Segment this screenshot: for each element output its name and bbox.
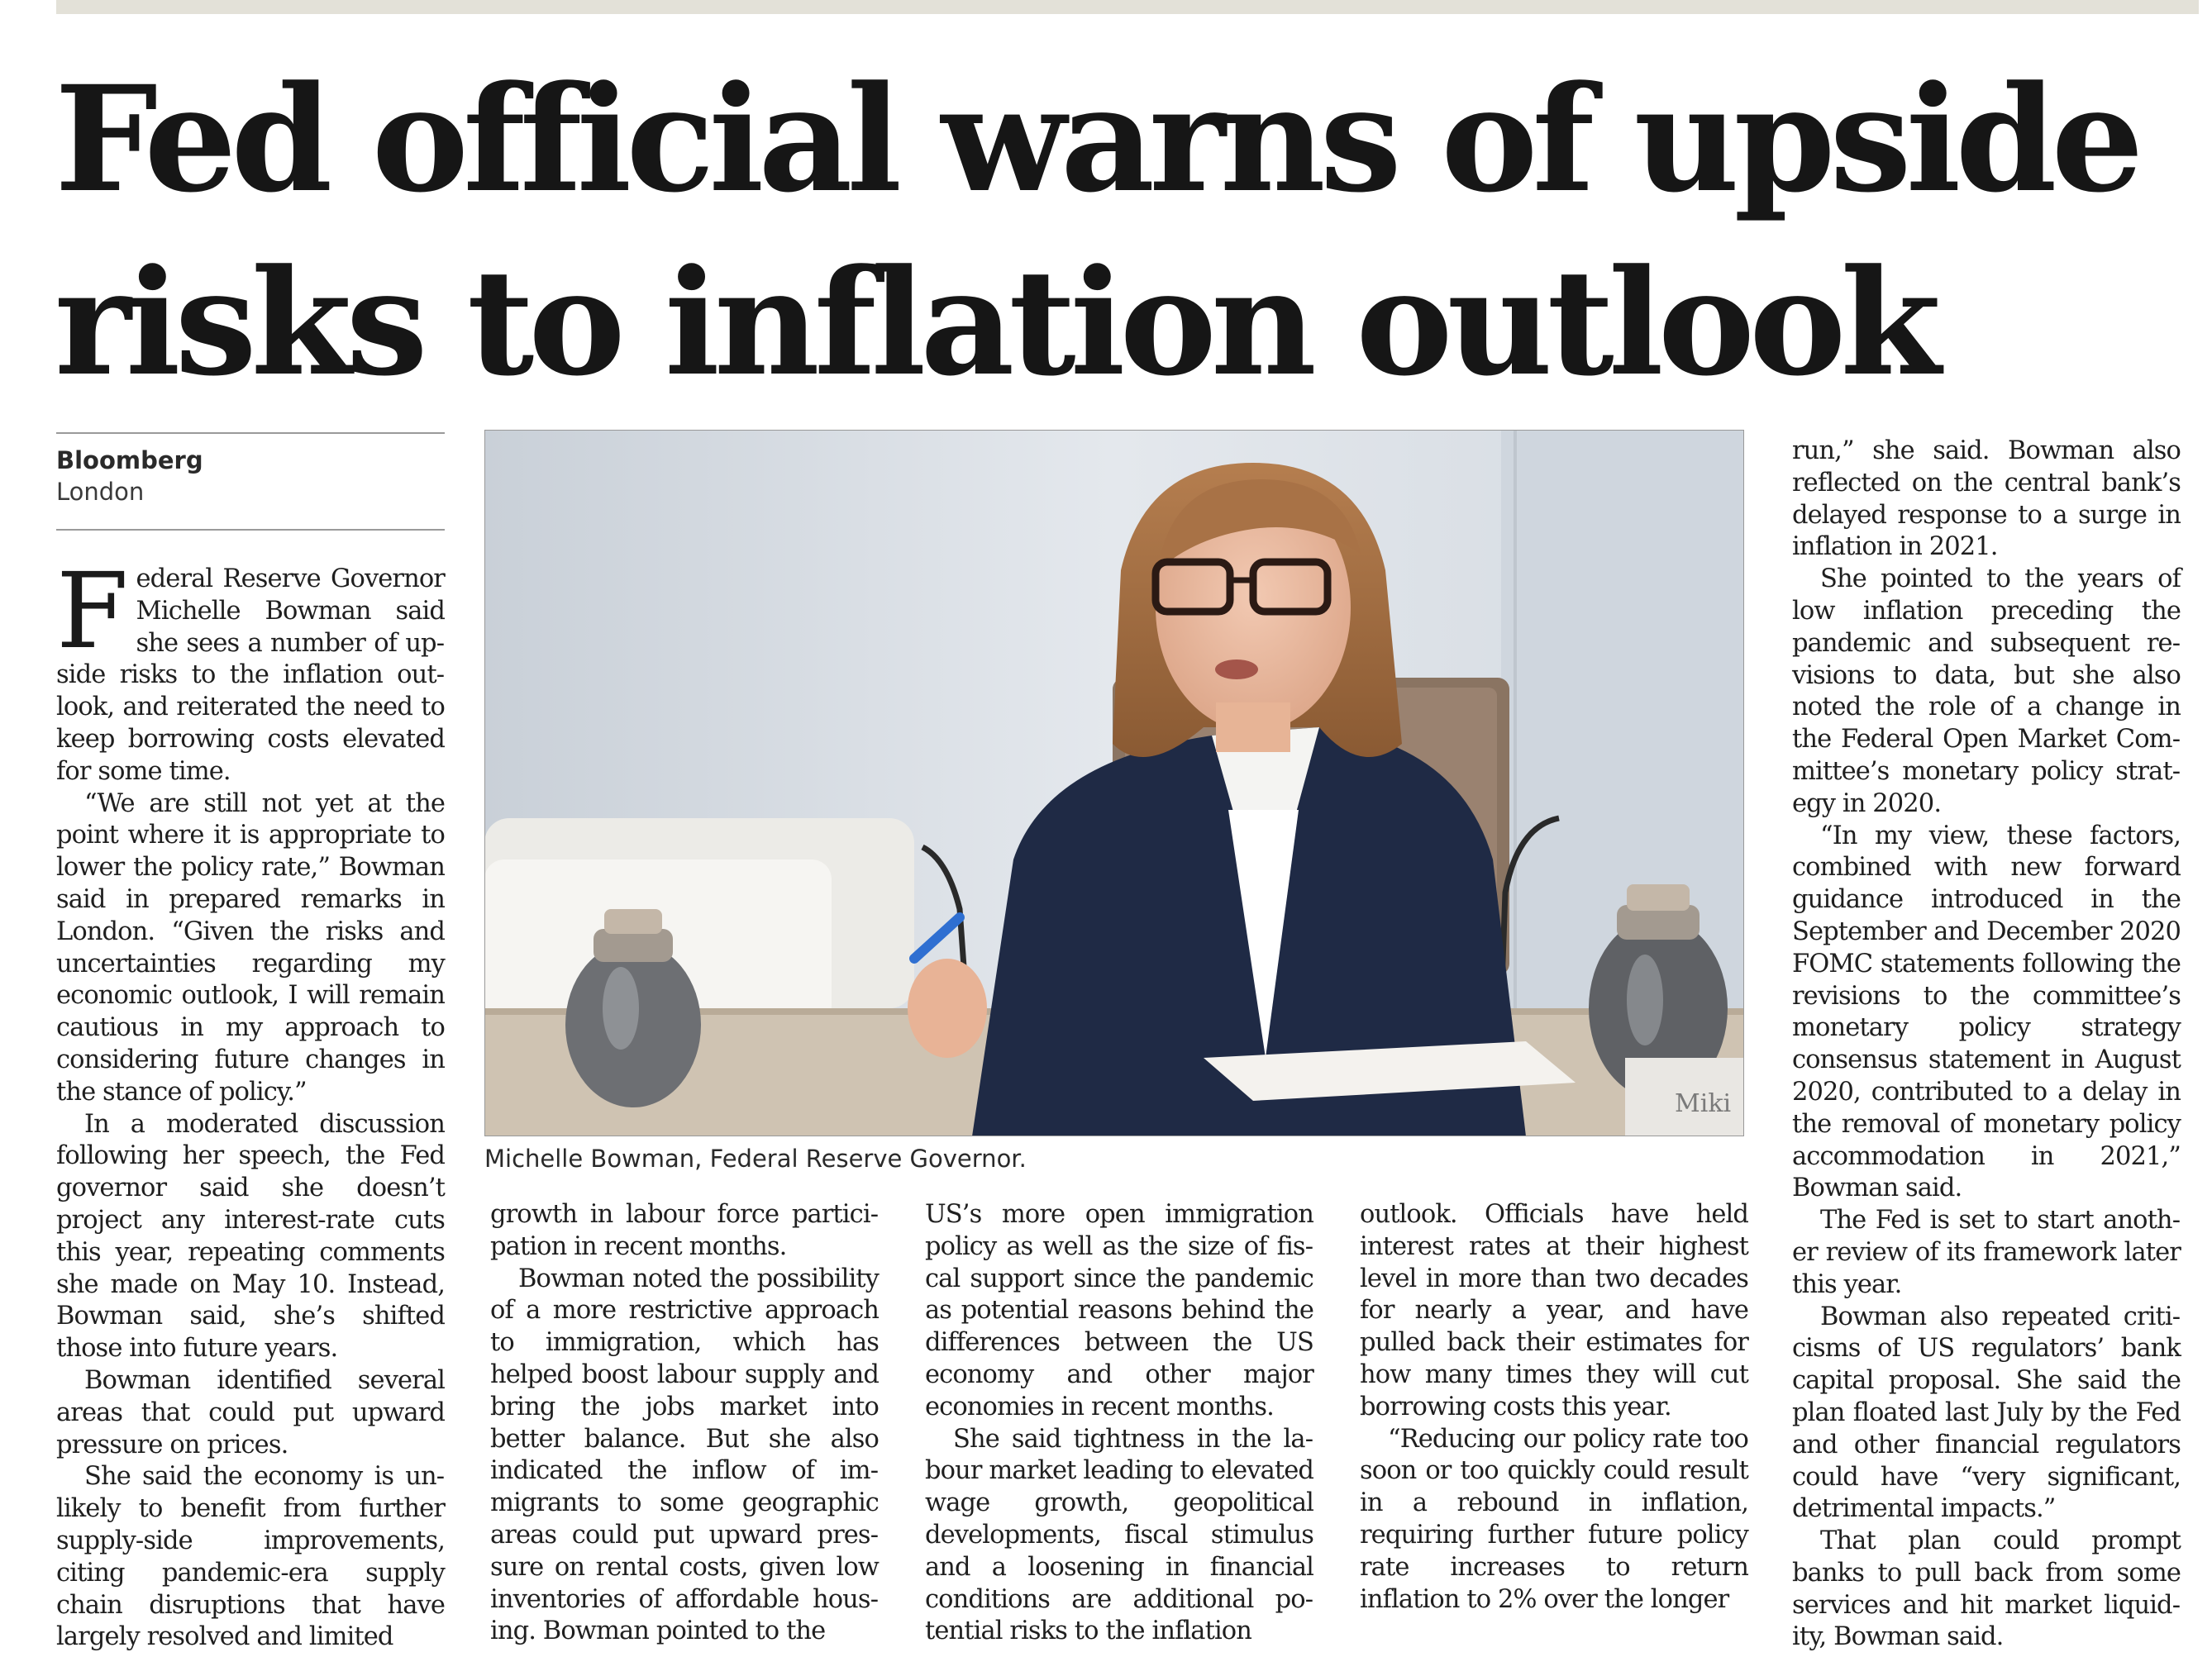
article-column-3: US’s more open immigration policy as wel… <box>925 1199 1314 1648</box>
paragraph: “We are still not yet at the point where… <box>56 788 446 1107</box>
byline-location: London <box>56 478 145 506</box>
article-column-5: run,” she said. Bowman also reflected on… <box>1792 436 2181 1654</box>
paragraph: In a moderated discus­sion following her… <box>56 1109 446 1364</box>
paragraph: She said tightness in the la­bour market… <box>925 1424 1314 1646</box>
top-color-bar <box>56 0 2199 14</box>
paragraph: “Reducing our policy rate too soon or to… <box>1360 1424 1749 1614</box>
byline-organization: Bloomberg <box>56 446 203 474</box>
paragraph: Bowman identified several areas that cou… <box>56 1365 446 1459</box>
article-photo: Miki <box>484 430 1744 1136</box>
photo-caption: Michelle Bowman, Federal Reserve Governo… <box>484 1145 1027 1173</box>
paragraph: “In my view, these fac­tors, combined wi… <box>1792 821 2181 1203</box>
paragraph: She said the economy is un­likely to ben… <box>56 1462 446 1652</box>
article-column-4: outlook. Officials have held interest ra… <box>1360 1199 1749 1616</box>
drop-cap: F <box>56 550 128 672</box>
paragraph: Bowman noted the possi­bility of a more … <box>490 1264 880 1646</box>
paragraph: run,” she said. Bowman also reflected on… <box>1792 436 2181 562</box>
paragraph: The Fed is set to start anoth­er review … <box>1792 1206 2181 1299</box>
paragraph: That plan could prompt banks to pull bac… <box>1792 1526 2181 1652</box>
photo-illustration: Miki <box>484 430 1744 1136</box>
paragraph: She pointed to the years of low inflatio… <box>1792 564 2181 818</box>
byline-rule-top <box>56 432 445 434</box>
paragraph: outlook. Officials have held interest ra… <box>1360 1200 1749 1421</box>
headline: Fed official warns of upside risks to in… <box>55 54 2143 408</box>
byline-rule-bottom <box>56 529 445 531</box>
article-column-2: growth in labour force partici­pation in… <box>490 1199 880 1648</box>
paragraph: US’s more open immigration policy as wel… <box>925 1200 1314 1421</box>
paragraph: Bowman also repeated criti­cisms of US r… <box>1792 1302 2181 1524</box>
nameplate-text: Miki <box>1675 1089 1731 1118</box>
paragraph: growth in labour force partici­pation in… <box>490 1200 880 1261</box>
